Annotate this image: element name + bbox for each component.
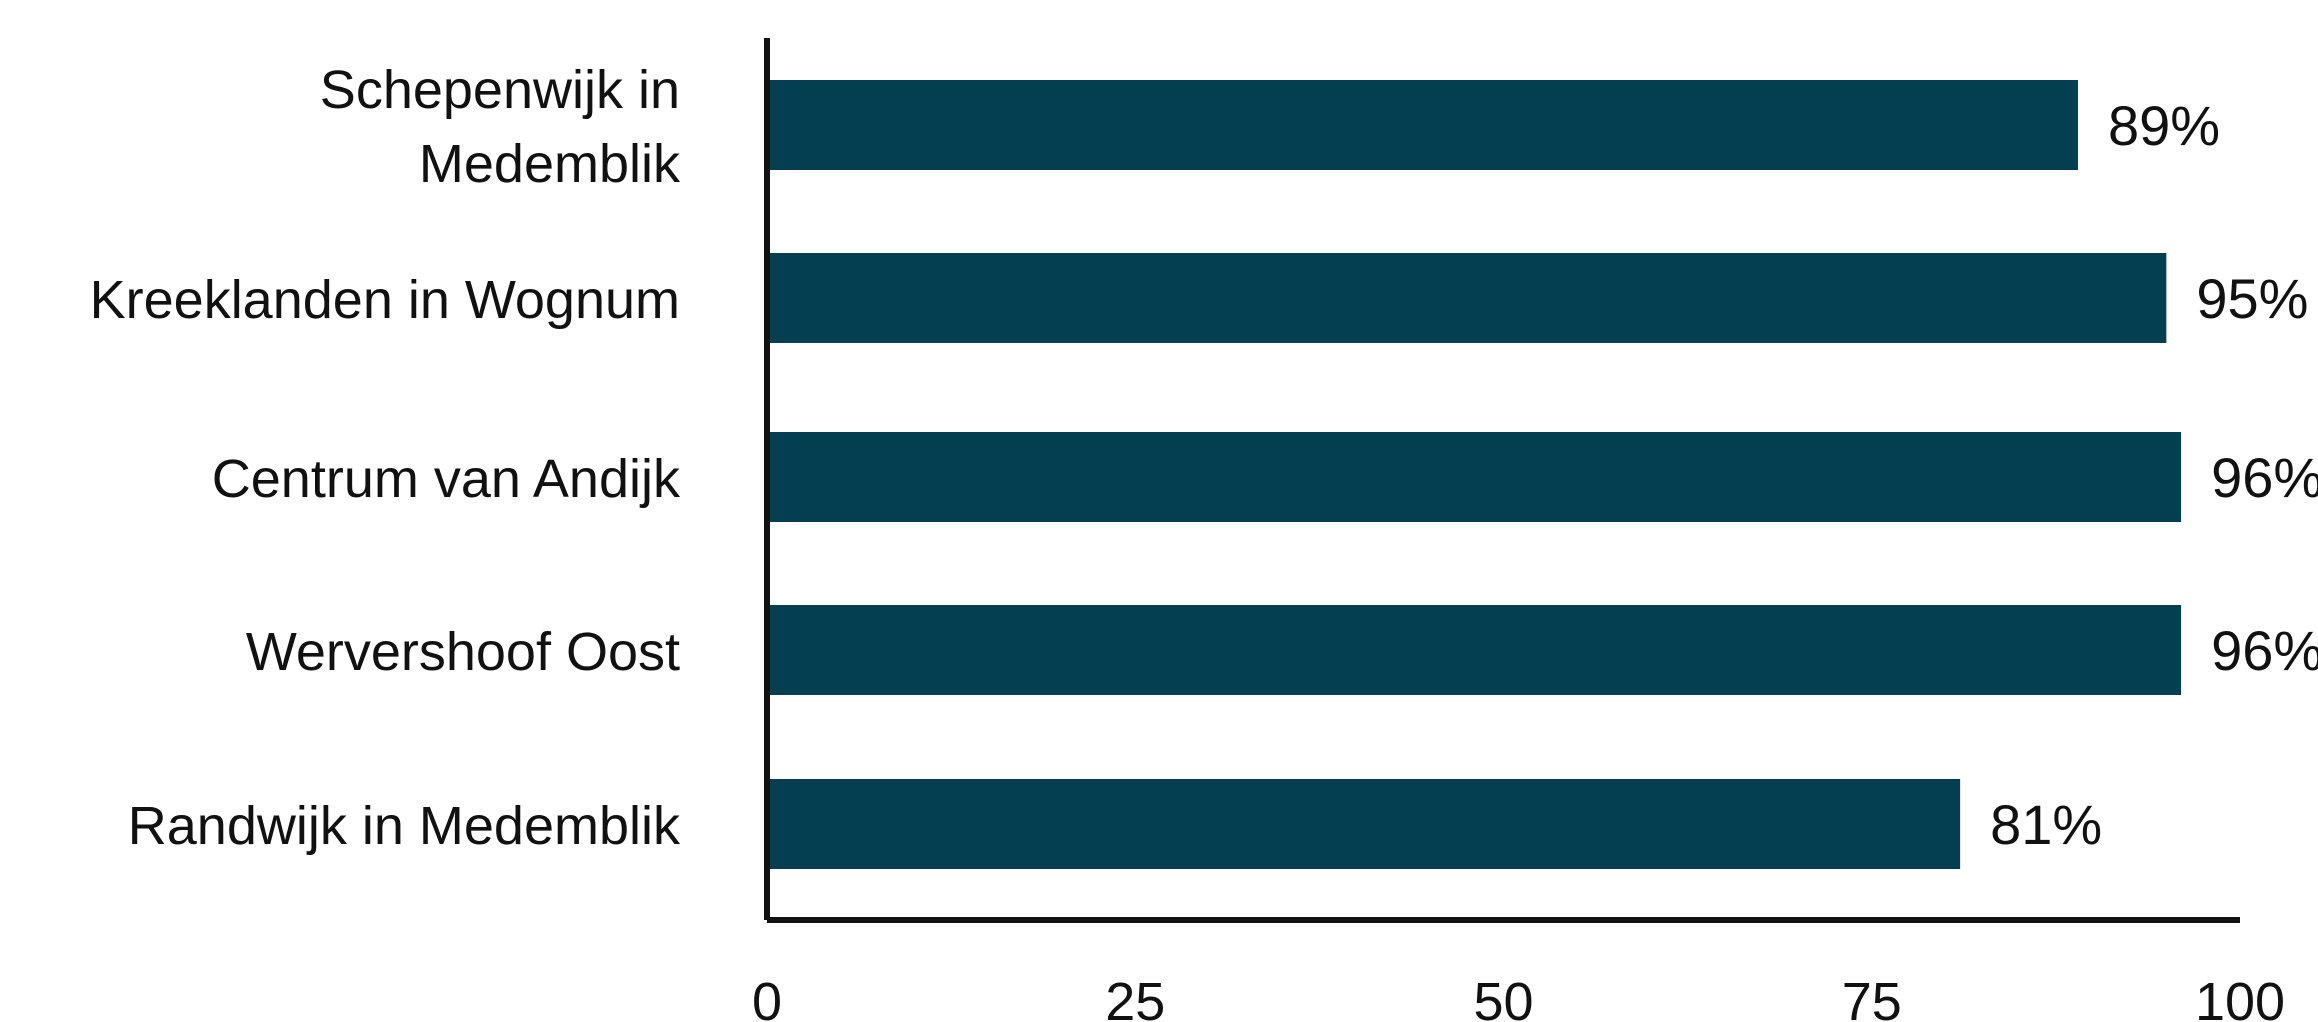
- category-label-2: Centrum van Andijk: [212, 449, 681, 509]
- category-label-3: Wervershoof Oost: [246, 622, 680, 682]
- category-labels: Schepenwijk in Medemblik Kreeklanden in Wo…: [90, 60, 681, 856]
- x-tick-label-3: 75: [1842, 972, 1902, 1022]
- category-label-0-line-0: Schepenwijk in: [320, 60, 680, 120]
- bar-4: [767, 779, 1961, 869]
- category-label-4: Randwijk in Medemblik: [128, 796, 681, 856]
- x-tick-label-4: 100: [2195, 972, 2285, 1022]
- bar-1: [767, 253, 2167, 343]
- category-label-0-line-1: Medemblik: [419, 134, 681, 194]
- x-tick-label-1: 25: [1105, 972, 1165, 1022]
- value-label-0: 89%: [2108, 94, 2220, 157]
- x-tick-label-0: 0: [752, 972, 782, 1022]
- bar-3: [767, 605, 2182, 695]
- bars-group: [767, 80, 2182, 869]
- category-label-1: Kreeklanden in Wognum: [90, 270, 680, 330]
- value-labels: 89% 95% 96% 96% 81%: [1990, 94, 2318, 856]
- x-axis-tick-labels: 0 25 50 75 100: [752, 972, 2285, 1022]
- value-label-1: 95%: [2196, 267, 2308, 330]
- bar-0: [767, 80, 2078, 170]
- value-label-2: 96%: [2211, 446, 2318, 509]
- bar-2: [767, 432, 2182, 522]
- value-label-4: 81%: [1990, 793, 2102, 856]
- value-label-3: 96%: [2211, 619, 2318, 682]
- x-tick-label-2: 50: [1473, 972, 1533, 1022]
